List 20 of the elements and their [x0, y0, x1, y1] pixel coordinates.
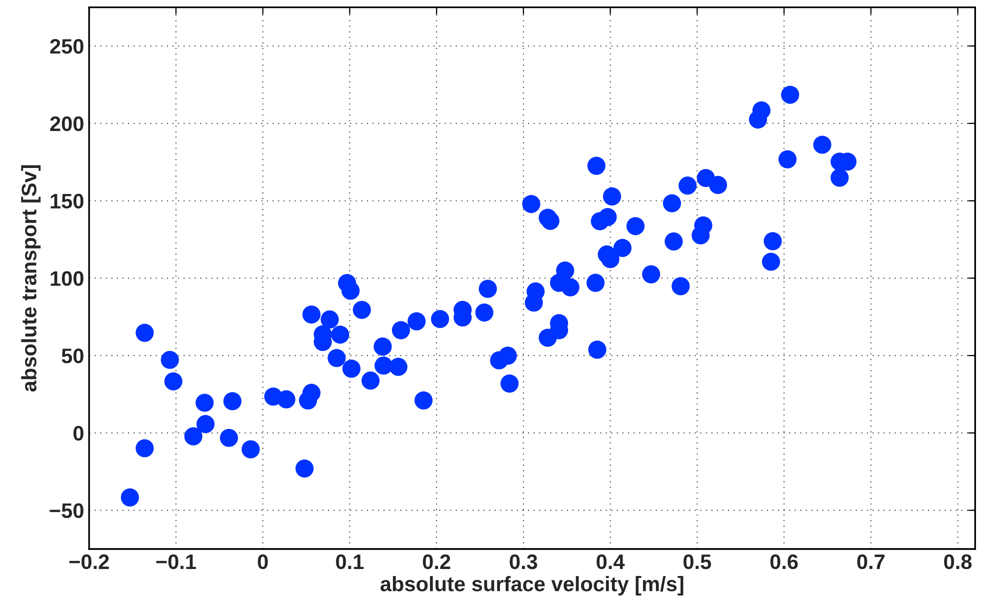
- y-tick-label: 50: [62, 348, 84, 364]
- x-tick-label: 0.5: [684, 554, 712, 570]
- x-tick-label: 0.1: [336, 554, 364, 570]
- x-tick-label: 0.2: [422, 554, 450, 570]
- y-tick-label: −50: [50, 503, 84, 518]
- x-tick-label: −0.2: [69, 554, 109, 570]
- y-tick-label: 150: [50, 194, 84, 209]
- x-tick-label: 0.4: [596, 554, 625, 570]
- x-tick-label: −0.1: [156, 554, 196, 570]
- y-tick-label: 200: [50, 116, 84, 132]
- y-tick-label: 0: [73, 426, 84, 441]
- y-axis-title: absolute transport [Sv]: [21, 165, 41, 392]
- y-tick-label: 250: [50, 39, 84, 54]
- y-tick-label: 100: [50, 271, 84, 286]
- x-tick-label: 0.6: [770, 554, 798, 570]
- x-tick-label: 0.3: [510, 554, 538, 570]
- x-tick-label: 0.7: [857, 554, 884, 570]
- x-tick-label: 0.8: [944, 554, 972, 570]
- x-axis-title: absolute surface velocity [m/s]: [380, 576, 684, 596]
- x-tick-label: 0: [258, 554, 268, 570]
